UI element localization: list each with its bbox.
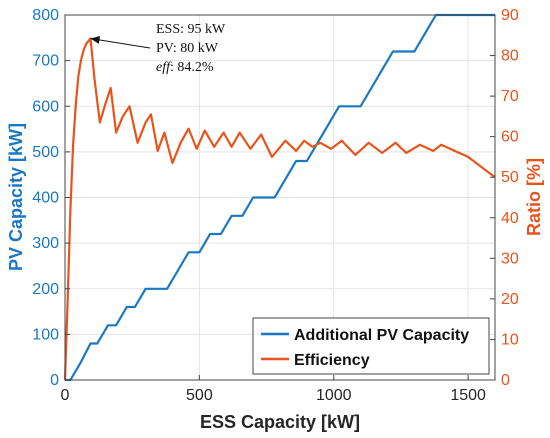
y-right-tick-label: 90: [501, 7, 519, 24]
y-right-tick-label: 80: [501, 48, 519, 65]
x-axis-label: ESS Capacity [kW]: [200, 412, 360, 432]
y-left-tick-label: 0: [50, 372, 59, 389]
y-left-tick-label: 700: [32, 53, 59, 70]
y-right-tick-label: 70: [501, 88, 519, 105]
y-left-tick-label: 300: [32, 235, 59, 252]
annotation-eff-label: eff: [156, 60, 172, 75]
y-right-tick-label: 0: [501, 372, 510, 389]
annotation-eff: eff: 84.2%: [156, 60, 214, 75]
ticks: 0 500 1000 1500 0 100 200 300 400 500 600 700 800 0 10…: [32, 7, 519, 404]
annotation-ess: ESS: 95 kW: [156, 22, 226, 37]
annotation-eff-value: : 84.2%: [170, 60, 214, 75]
legend: Additional PV Capacity Efficiency: [252, 317, 490, 375]
y-left-tick-label: 400: [32, 190, 59, 207]
y-left-tick-label: 100: [32, 326, 59, 343]
peak-annotation: ESS: 95 kW PV: 80 kW eff: 84.2%: [90, 22, 226, 75]
annotation-arrowhead: [90, 36, 100, 44]
x-tick-label: 0: [61, 387, 70, 404]
y-axis-right-label: Ratio [%]: [524, 158, 544, 236]
series-line-pv-capacity: [65, 13, 495, 382]
x-tick-label: 1000: [316, 387, 352, 404]
y-right-tick-label: 50: [501, 169, 519, 186]
legend-box: [252, 317, 490, 375]
x-tick-label: 1500: [450, 387, 486, 404]
annotation-arrow: [90, 38, 151, 49]
y-right-tick-label: 40: [501, 210, 519, 227]
y-right-tick-label: 10: [501, 331, 519, 348]
y-right-tick-label: 30: [501, 250, 519, 267]
y-right-tick-label: 20: [501, 291, 519, 308]
series-layer: [63, 13, 496, 382]
y-left-tick-label: 800: [32, 7, 59, 24]
y-left-tick-label: 500: [32, 144, 59, 161]
grid: [64, 14, 495, 381]
y-axis-left-label: PV Capacity [kW]: [6, 123, 26, 271]
y-left-tick-label: 600: [32, 98, 59, 115]
annotation-pv: PV: 80 kW: [156, 41, 219, 56]
series-line-efficiency: [63, 37, 496, 381]
legend-label-efficiency: Efficiency: [294, 352, 370, 369]
y-right-tick-label: 60: [501, 129, 519, 146]
y-left-tick-label: 200: [32, 281, 59, 298]
legend-label-pv: Additional PV Capacity: [294, 327, 469, 344]
x-tick-label: 500: [186, 387, 213, 404]
